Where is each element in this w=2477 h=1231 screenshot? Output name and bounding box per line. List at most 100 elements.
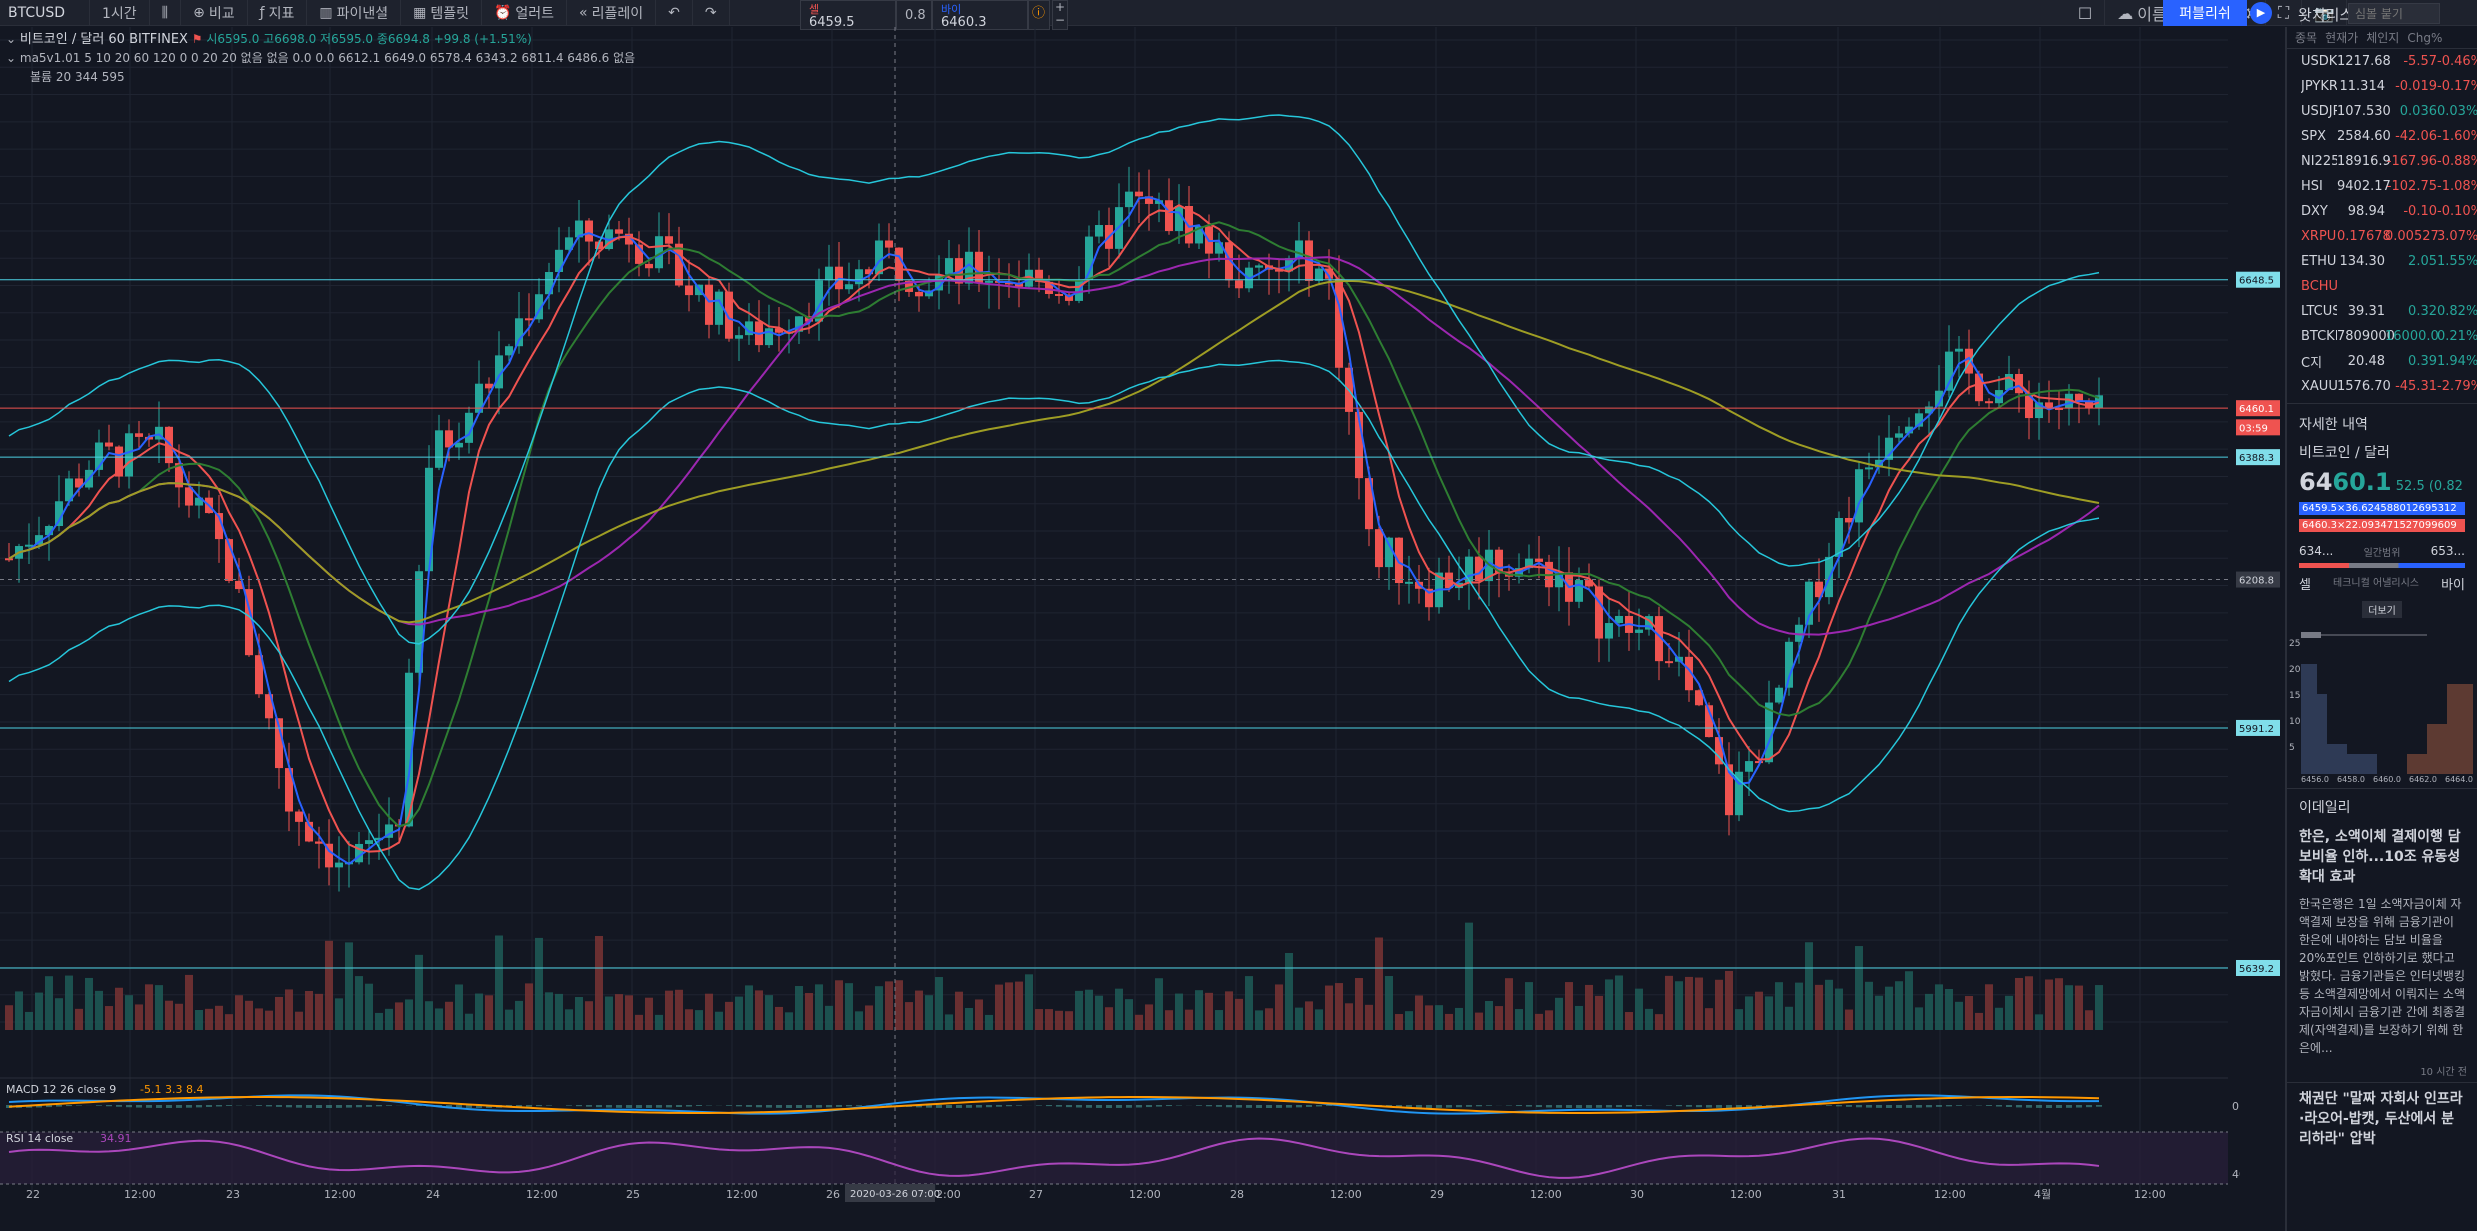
watchlist-row[interactable]: BTCKRW780900016000.00.21%	[2287, 324, 2477, 349]
volume-bar	[1955, 1001, 1963, 1030]
candle-body	[1925, 406, 1933, 414]
play-icon[interactable]: ▶	[2250, 2, 2272, 24]
macd-values: -5.1 3.3 8.4	[140, 1083, 203, 1096]
plus-minus-icon[interactable]: + −	[1052, 0, 1068, 30]
col-change[interactable]: 체인지	[2366, 31, 2400, 45]
buy-button[interactable]: 바이 6460.3	[932, 0, 1028, 30]
volume-bar	[1945, 989, 1953, 1030]
macd-histogram-bar	[1526, 1105, 1532, 1107]
candle-body	[1725, 764, 1733, 816]
volume-bar	[1515, 1009, 1523, 1030]
legend-collapse-icon[interactable]: ⌄	[6, 32, 20, 46]
redo-button[interactable]: ↷	[693, 0, 730, 26]
candle-body	[1285, 258, 1293, 272]
col-last[interactable]: 현재가	[2325, 31, 2359, 45]
candle-body	[1425, 588, 1433, 608]
more-button[interactable]: 더보기	[2362, 601, 2402, 618]
watchlist-row[interactable]: USDKRW1217.68 -5.57-0.46%	[2287, 49, 2477, 74]
news-headline-2[interactable]: 채권단 "말짜 자회사 인프라·라오어-밥캣, 두산에서 분리하라" 압박	[2287, 1082, 2477, 1151]
watchlist-row[interactable]: JPYKRW11.314 -0.019-0.17%	[2287, 74, 2477, 99]
watchlist-row[interactable]: XAUUSD1576.70 -45.31-2.79%	[2287, 374, 2477, 399]
volume-bar	[1825, 979, 1833, 1030]
col-change-pct[interactable]: Chg%	[2407, 30, 2443, 45]
watchlist-chg: -45.31	[2395, 379, 2437, 394]
volume-bar	[905, 1002, 913, 1030]
expand-button[interactable]: ⛶	[2266, 0, 2303, 26]
candle-body	[1465, 556, 1473, 583]
candle-body	[1035, 269, 1043, 282]
candle-body	[405, 672, 413, 827]
watchlist-row[interactable]: HSI 9402.17-102.75-1.08%	[2287, 174, 2477, 199]
watchlist-row[interactable]: SPX 2584.60 -42.06-1.60%	[2287, 124, 2477, 149]
volume-bar	[1995, 1007, 2003, 1030]
sell-button[interactable]: 셀 6459.5	[800, 0, 896, 30]
depth-y-label: 5	[2289, 743, 2295, 753]
watchlist-last: 98.94	[2347, 204, 2385, 219]
volume-bar	[1045, 1009, 1053, 1030]
templates-button[interactable]: ▦ 템플릿	[401, 0, 482, 26]
watchlist-row[interactable]: DXY 98.94 -0.10-0.10%	[2287, 199, 2477, 224]
time-axis-label: 12:00	[1730, 1188, 1762, 1201]
chart-style-button[interactable]: ⫼	[150, 0, 182, 26]
macd-histogram-bar	[346, 1105, 352, 1108]
col-symbol[interactable]: 종목	[2295, 31, 2318, 45]
news-headline[interactable]: 한은, 소액이체 결제이행 담보비율 인하...10조 유동성 확대 효과	[2299, 829, 2461, 885]
volume-bar	[635, 1014, 643, 1030]
chart-canvas[interactable]: 7000.06960.06920.06880.06840.06800.06760…	[0, 27, 2271, 1204]
watchlist-last: 18916.9	[2337, 154, 2391, 169]
candle-body	[1555, 572, 1563, 588]
macd-histogram-bar	[216, 1105, 222, 1107]
watchlist-row[interactable]: LTCUSD 39.31 0.320.82%	[2287, 299, 2477, 324]
indicators-button[interactable]: ƒ 지표	[248, 0, 308, 26]
candle-body	[1195, 226, 1203, 244]
depth-x-label: 6458.0	[2337, 775, 2365, 784]
macd-histogram-bar	[306, 1105, 312, 1108]
alert-button[interactable]: ⏰ 얼러트	[482, 0, 568, 26]
macd-histogram-bar	[776, 1105, 782, 1108]
volume-bar	[225, 1014, 233, 1030]
candle-body	[285, 768, 293, 812]
macd-histogram-bar	[356, 1105, 362, 1108]
search-input[interactable]	[2348, 3, 2440, 24]
snapshot-button[interactable]: 📷	[2302, 0, 2347, 26]
compare-button[interactable]: ⊕ 비교	[181, 0, 248, 26]
tag-mid-bg	[2236, 449, 2280, 466]
macd-histogram-bar	[286, 1105, 292, 1108]
rsi-value: 34.91	[100, 1132, 132, 1145]
watchlist-last: 7809000	[2337, 329, 2395, 344]
watchlist-row[interactable]: ETHUSD134.30 2.051.55%	[2287, 249, 2477, 274]
interval-button[interactable]: 1시간	[90, 0, 150, 26]
volume-bar	[1625, 1012, 1633, 1030]
price-chart[interactable]: 7000.06960.06920.06880.06840.06800.06760…	[0, 27, 2271, 1204]
candle-body	[55, 501, 63, 526]
legend-collapse-icon[interactable]: ⌄	[6, 51, 20, 65]
candle-body	[615, 229, 623, 234]
candle-body	[735, 335, 743, 339]
undo-button[interactable]: ↶	[656, 0, 693, 26]
camera-icon: 📷	[2314, 3, 2334, 23]
volume-bar	[585, 1001, 593, 1030]
watchlist-row[interactable]: BCHUSD	[2287, 274, 2477, 299]
volume-bar	[1535, 1013, 1543, 1030]
financials-button[interactable]: ▥ 파이낸셜	[307, 0, 402, 26]
publish-button[interactable]: 퍼블리쉬	[2163, 0, 2247, 26]
info-icon[interactable]: ⓘ	[1028, 0, 1050, 30]
volume-bar	[1345, 1003, 1353, 1030]
macd-histogram-bar	[276, 1105, 282, 1107]
replay-button[interactable]: «리플레이	[567, 0, 657, 26]
macd-histogram-bar	[56, 1105, 62, 1107]
macd-histogram-bar	[1286, 1105, 1292, 1108]
candle-body	[145, 436, 153, 440]
time-axis-label: 24	[426, 1188, 440, 1201]
tag-cross: 6208.8	[2239, 576, 2274, 587]
legend-volume: 볼륨 20 344 595	[30, 70, 125, 84]
watchlist-pct: 0.82%	[2437, 304, 2477, 319]
watchlist-chg: -0.10	[2403, 204, 2437, 219]
fullscreen-window-button[interactable]: ☐	[2066, 0, 2106, 26]
symbol-search[interactable]: BTCUSD	[0, 0, 90, 26]
candle-body	[1315, 268, 1323, 281]
watchlist-row[interactable]: C지 20.48 0.39 1.94%	[2287, 349, 2477, 374]
